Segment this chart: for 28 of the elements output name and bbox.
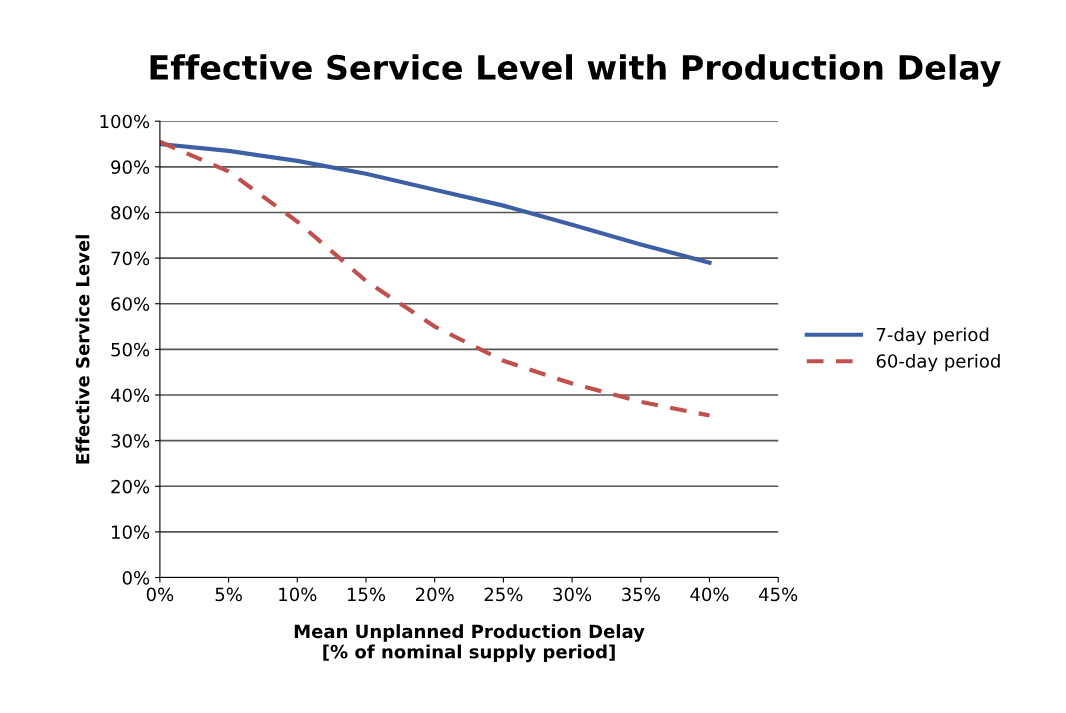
x-tick-label: 25% [484,587,523,602]
x-axis-title: Mean Unplanned Production Delay [% of nominal supply period] [294,624,645,663]
y-tick-label: 50% [111,342,150,357]
x-tick-label: 45% [759,587,798,602]
y-axis-title: Effective Service Level [75,235,90,464]
y-tick-label: 10% [112,525,150,540]
x-tick-label: 5% [215,587,242,602]
line-series [159,141,712,265]
y-tick-label: 40% [110,388,150,403]
y-tick-label: 80% [111,205,150,220]
legend-label: 60-day period [876,353,1000,372]
x-tick-label: 10% [279,587,317,602]
x-tick-label: 20% [415,587,454,602]
y-tick-label: 0% [122,570,150,585]
legend-label: 7-day period [876,327,989,345]
x-tick-label: 15% [347,587,386,602]
y-tick-label: 70% [111,251,150,266]
line-series [159,139,712,418]
x-tick-label: 35% [622,587,660,602]
y-tick-label: 60% [111,297,150,311]
x-tick-label: 40% [690,587,729,602]
y-tick-label: 20% [111,479,150,494]
y-tick-label: 90% [111,160,150,174]
x-tick-label: 0% [146,587,174,602]
y-tick-label: 30% [111,434,150,448]
chart-title: Effective Service Level with Production Delay [150,54,1001,87]
y-tick-label: 100% [100,114,150,129]
x-tick-label: 30% [553,587,592,602]
